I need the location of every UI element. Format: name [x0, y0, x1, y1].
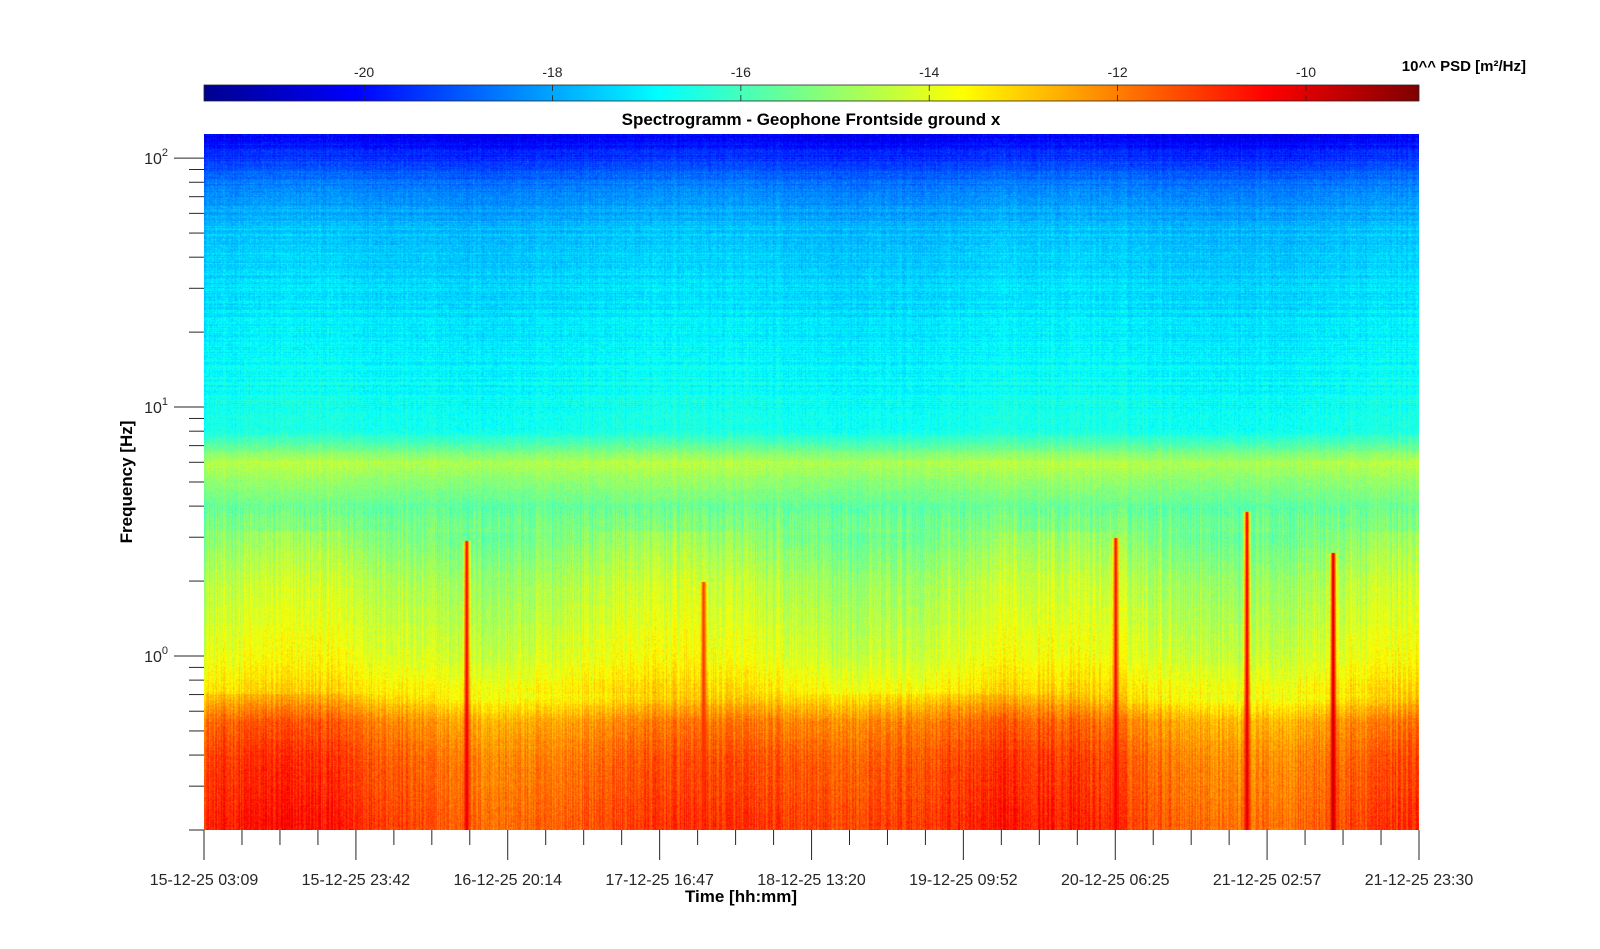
x-tick-label: 16-12-25 20:14: [453, 872, 562, 889]
colorbar: [203, 84, 1420, 102]
colorbar-tick-label: -14: [919, 64, 939, 80]
x-axis: 15-12-25 03:09 15-12-25 23:42 16-12-25 20:…: [150, 830, 1474, 889]
colorbar-label: 10^^ PSD [m²/Hz]: [1402, 58, 1526, 75]
colorbar-tick-label: -20: [354, 64, 374, 80]
x-tick-label: 20-12-25 06:25: [1061, 872, 1170, 889]
colorbar-tick-label: -12: [1107, 64, 1127, 80]
colorbar-tick-label: -16: [731, 64, 751, 80]
x-tick-label: 21-12-25 23:30: [1365, 872, 1474, 889]
x-tick-label: 15-12-25 23:42: [302, 872, 411, 889]
x-tick-label: 18-12-25 13:20: [757, 872, 866, 889]
colorbar-tick-label: -18: [542, 64, 562, 80]
y-axis-label: Frequency [Hz]: [117, 421, 136, 544]
y-tick-label: 100: [144, 645, 168, 666]
y-axis: 100 101 102: [144, 147, 204, 831]
x-tick-label: 17-12-25 16:47: [605, 872, 714, 889]
x-tick-label: 15-12-25 03:09: [150, 872, 259, 889]
x-tick-label: 21-12-25 02:57: [1213, 872, 1322, 889]
spectrogram-heatmap: [204, 134, 1419, 830]
y-tick-label: 101: [144, 396, 168, 417]
colorbar-ticks: -20 -18 -16 -14 -12 -10: [354, 64, 1316, 101]
colorbar-tick-label: -10: [1296, 64, 1316, 80]
chart-title: Spectrogramm - Geophone Frontside ground…: [622, 110, 1001, 129]
x-tick-label: 19-12-25 09:52: [909, 872, 1018, 889]
y-tick-label: 102: [144, 147, 168, 168]
x-axis-label: Time [hh:mm]: [685, 887, 797, 906]
